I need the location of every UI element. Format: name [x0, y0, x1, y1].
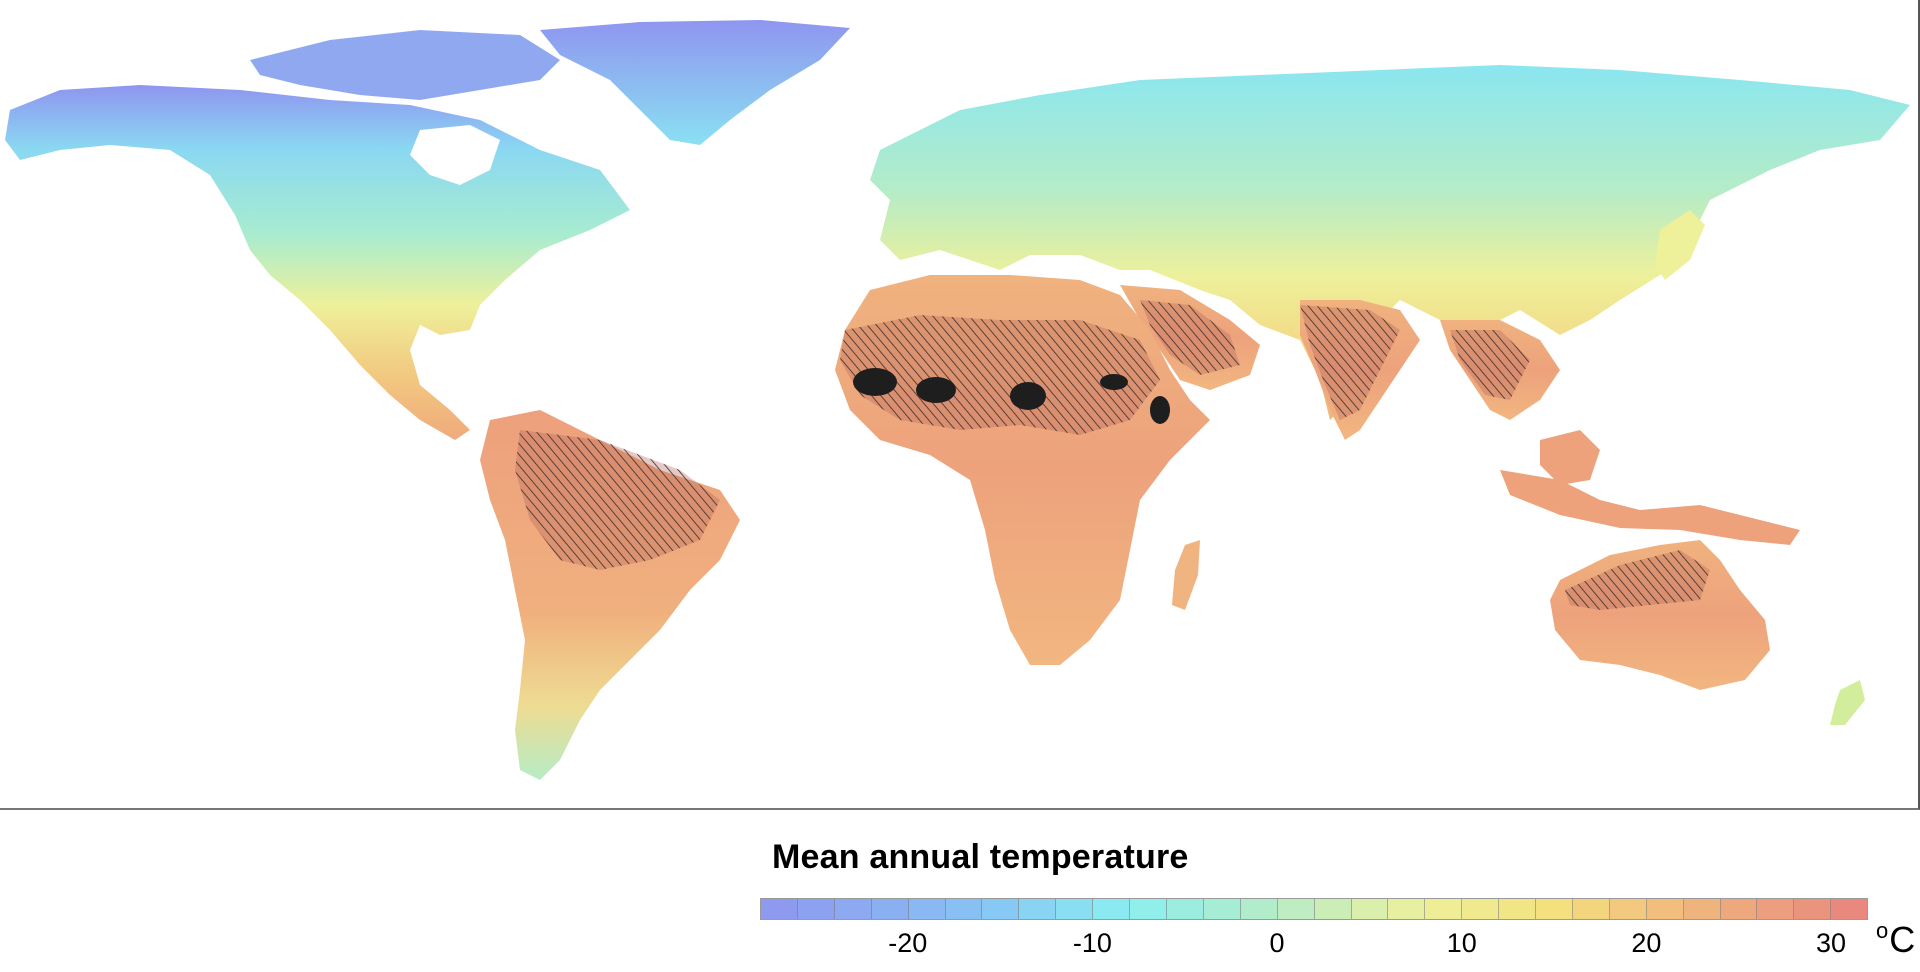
color-scale-cell	[1314, 899, 1352, 919]
greenland	[540, 20, 850, 145]
color-scale-cell	[1130, 899, 1167, 919]
color-scale-cell	[761, 899, 798, 919]
hotspot-ethiopia	[1150, 396, 1170, 424]
color-scale-cell	[1351, 899, 1389, 919]
legend-title: Mean annual temperature	[772, 838, 1189, 876]
color-scale-cell	[1056, 899, 1094, 919]
madagascar	[1172, 540, 1200, 610]
color-scale-cell	[1646, 899, 1684, 919]
color-scale-cell	[1572, 899, 1610, 919]
arctic-islands	[250, 30, 560, 100]
color-scale-cell	[871, 899, 909, 919]
color-scale-cell	[1499, 899, 1537, 919]
color-scale-cell	[1277, 899, 1315, 919]
hatch-southeast-asia	[1450, 330, 1530, 400]
hotspot-mali	[916, 377, 956, 403]
eurasia	[870, 65, 1910, 420]
color-scale-cell	[1609, 899, 1647, 919]
color-scale-cell	[1240, 899, 1278, 919]
color-scale-cell	[945, 899, 983, 919]
color-scale-cell	[1720, 899, 1758, 919]
color-scale-cell	[1388, 899, 1426, 919]
color-scale-cell	[834, 899, 872, 919]
color-scale-cell	[982, 899, 1020, 919]
hotspot-niger	[1010, 382, 1046, 410]
color-scale-bar	[760, 898, 1868, 920]
color-scale-cell	[1794, 899, 1832, 919]
borneo	[1540, 430, 1600, 485]
color-scale-cell	[1019, 899, 1057, 919]
color-scale-cell	[797, 899, 835, 919]
hudson-bay	[410, 125, 500, 185]
map-canvas	[5, 20, 1910, 780]
color-scale-cell	[908, 899, 946, 919]
legend-tick-label: -20	[888, 928, 928, 958]
color-scale-cell	[1203, 899, 1241, 919]
indonesia	[1500, 470, 1800, 545]
color-scale-cell	[1462, 899, 1500, 919]
hotspots	[853, 368, 1170, 424]
color-scale-cell	[1831, 899, 1868, 919]
color-scale-cell	[1425, 899, 1463, 919]
japan	[1655, 210, 1705, 280]
hotspot-west-sahara	[853, 368, 897, 396]
hatch-amazon	[515, 430, 720, 570]
hatch-australia	[1565, 550, 1710, 610]
degree-symbol: o	[1876, 918, 1889, 943]
legend-tick-label: 30	[1816, 928, 1847, 958]
new-zealand	[1830, 680, 1865, 725]
color-scale-cell	[1166, 899, 1204, 919]
hatch-arabia	[1140, 300, 1240, 375]
color-scale-cell	[1757, 899, 1795, 919]
world-temperature-map	[0, 0, 1920, 810]
legend-tick-label: 20	[1631, 928, 1662, 958]
unit-letter: C	[1889, 919, 1916, 960]
north-america	[5, 85, 630, 440]
hotspot-sudan	[1100, 374, 1128, 390]
legend-tick-label: 10	[1446, 928, 1477, 958]
color-scale-cell	[1536, 899, 1573, 919]
legend-tick-label: 0	[1269, 928, 1285, 958]
color-scale-cell	[1683, 899, 1721, 919]
color-scale-cell	[1093, 899, 1131, 919]
hatch-sahel	[840, 315, 1160, 435]
hatch-india	[1300, 305, 1400, 420]
unit-label: oC	[1876, 918, 1915, 961]
legend-tick-label: -10	[1072, 928, 1112, 958]
